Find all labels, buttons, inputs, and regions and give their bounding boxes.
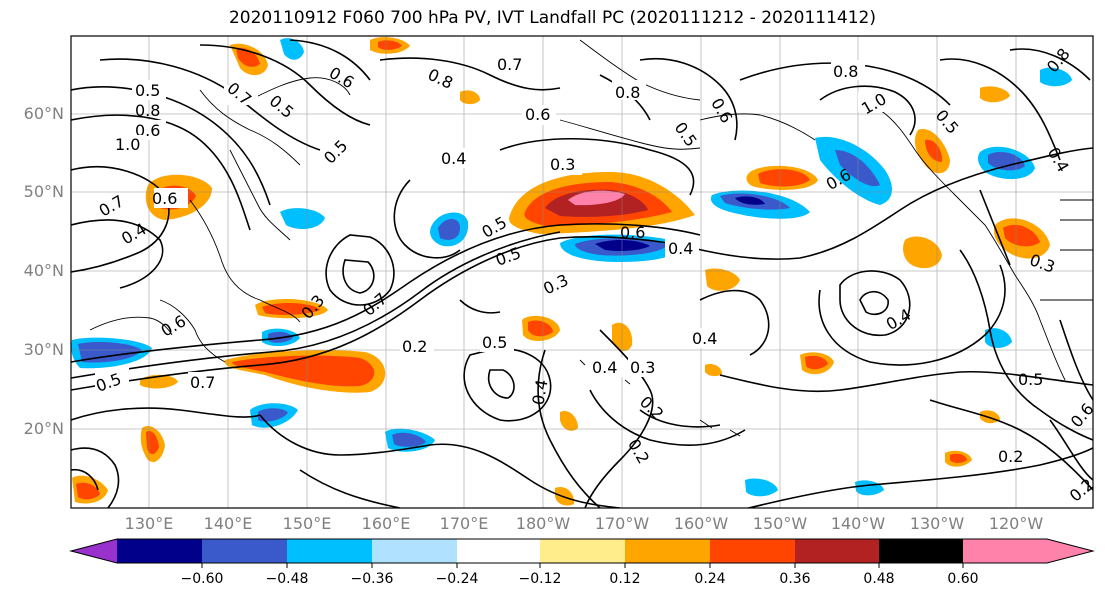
colorbar-tick: −0.60 <box>180 571 224 587</box>
contour-label: 1.0 <box>115 135 140 154</box>
contour-label: 0.5 <box>1018 370 1043 389</box>
contour-label: 0.4 <box>692 329 717 348</box>
contour-label: 0.5 <box>482 333 507 352</box>
lon-label-140w: 140°W <box>830 514 886 533</box>
map-background <box>71 36 1093 508</box>
contour-label: 0.2 <box>998 447 1023 466</box>
lon-label-180w: 180°W <box>515 514 571 533</box>
colorbar-tick: −0.12 <box>518 571 562 587</box>
contours <box>71 39 1093 508</box>
contour-label: 0.4 <box>528 378 551 406</box>
colorbar <box>69 538 1095 568</box>
lon-label-170e: 170°E <box>439 514 489 533</box>
shaded-anomalies <box>71 37 1072 506</box>
contour-label: 0.2 <box>402 337 427 356</box>
colorbar-tick: 0.36 <box>779 571 811 587</box>
colorbar-tick: 0.24 <box>694 571 726 587</box>
colorbar-tick: 0.48 <box>863 571 895 587</box>
lon-label-130e: 130°E <box>124 514 174 533</box>
contour-label: 0.7 <box>497 55 522 74</box>
contour-label: 0.3 <box>550 155 575 174</box>
lat-label-20n: 20°N <box>23 419 64 438</box>
colorbar-extend-high <box>963 539 1093 563</box>
colorbar-segment <box>202 539 287 563</box>
contour-label: 0.6 <box>620 223 645 242</box>
lon-label-170w: 170°W <box>594 514 650 533</box>
colorbar-tick: −0.48 <box>265 571 309 587</box>
contour-label: 0.5 <box>135 81 160 100</box>
colorbar-segment <box>710 539 795 563</box>
contour-label: 0.6 <box>525 105 550 124</box>
lon-label-150w: 150°W <box>752 514 808 533</box>
colorbar-segment <box>287 539 372 563</box>
lat-label-60n: 60°N <box>23 104 64 123</box>
contour-label: 0.6 <box>152 189 177 208</box>
colorbar-segment <box>879 539 963 563</box>
lat-label-40n: 40°N <box>23 261 64 280</box>
colorbar-segment <box>117 539 202 563</box>
colorbar-segment <box>795 539 879 563</box>
colorbar-segment <box>372 539 457 563</box>
colorbar-segment <box>540 539 625 563</box>
colorbar-extend-low <box>71 539 117 563</box>
colorbar-segment <box>457 539 540 563</box>
lon-label-160w: 160°W <box>673 514 729 533</box>
lat-label-50n: 50°N <box>23 182 64 201</box>
lon-label-140e: 140°E <box>203 514 253 533</box>
contour-label: 0.3 <box>630 358 655 377</box>
contour-label: 0.4 <box>592 358 617 377</box>
contour-label: 0.4 <box>668 239 693 258</box>
lon-label-120w: 120°W <box>988 514 1044 533</box>
colorbar-tick: −0.36 <box>350 571 394 587</box>
lat-label-30n: 30°N <box>23 340 64 359</box>
contour-label: 0.4 <box>441 149 466 168</box>
colorbar-tick: 0.60 <box>947 571 979 587</box>
colorbar-tick: −0.24 <box>435 571 479 587</box>
colorbar-segment <box>625 539 710 563</box>
map-frame <box>70 35 1094 509</box>
graticule <box>71 36 1093 508</box>
map-title: 2020110912 F060 700 hPa PV, IVT Landfall… <box>228 8 876 28</box>
lon-label-160e: 160°E <box>361 514 411 533</box>
contour-label: 0.8 <box>833 62 858 81</box>
lon-label-150e: 150°E <box>282 514 332 533</box>
contour-label: 0.8 <box>135 101 160 120</box>
contour-label: 0.7 <box>190 373 215 392</box>
coastlines <box>89 39 1093 437</box>
contour-label: 0.8 <box>615 83 640 102</box>
lon-label-130w: 130°W <box>909 514 965 533</box>
colorbar-tick: 0.12 <box>609 571 641 587</box>
